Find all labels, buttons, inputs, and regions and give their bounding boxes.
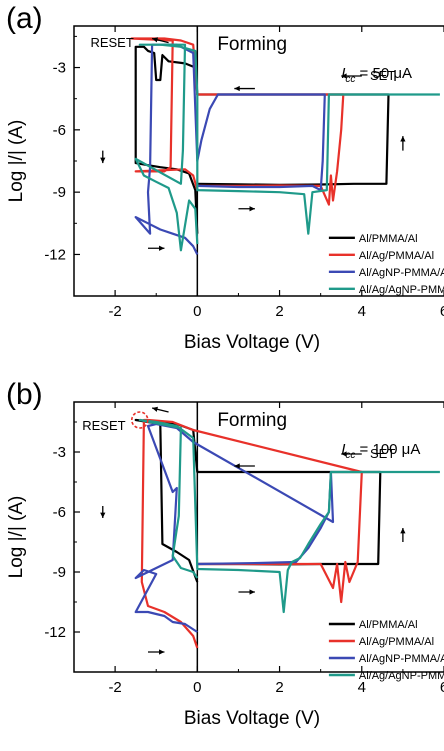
arrow-left-icon-head <box>234 85 240 92</box>
x-tick-label: 2 <box>275 679 283 696</box>
y-tick-label: -12 <box>44 246 66 263</box>
y-axis-label: Log |/| (A) <box>6 120 27 203</box>
set-annotation: SET <box>370 446 395 461</box>
arrow-up-icon-head <box>400 136 406 142</box>
legend-label: Al/AgNP-PMMA/Al <box>359 653 444 665</box>
y-tick-label: -6 <box>53 122 66 139</box>
y-tick-label: -3 <box>53 60 66 77</box>
legend-label: Al/PMMA/Al <box>359 233 418 245</box>
legend-label: Al/Ag/AgNP-PMMA/Al <box>359 284 444 296</box>
chart-panel-b: (b) -2 0 2 4 6 -3 -6 -9 -12 Bias Voltage (V) Log |… <box>0 376 444 751</box>
set-annotation: SET <box>370 68 395 83</box>
x-tick-label: 0 <box>193 303 201 320</box>
arrow-right-icon-head <box>159 245 165 251</box>
panel-label-a: (a) <box>6 2 43 35</box>
chart-b-svg: -2 0 2 4 6 -3 -6 -9 -12 Bias Voltage (V) Log |/| (… <box>6 401 444 729</box>
x-tick-label: 0 <box>193 679 201 696</box>
x-tick-label: -2 <box>108 303 121 320</box>
legend-label: Al/Ag/AgNP-PMMA/Al <box>359 670 444 682</box>
x-tick-label: -2 <box>108 679 121 696</box>
y-tick-label: -12 <box>44 624 66 641</box>
series-line-3 <box>134 43 326 255</box>
y-axis-label: Log |/| (A) <box>6 496 27 579</box>
reset-annotation: RESET <box>90 35 133 50</box>
y-tick-label: -6 <box>53 504 66 521</box>
series-line-2 <box>130 37 345 206</box>
arrow-right-icon-head <box>249 206 255 212</box>
legend-label: Al/Ag/PMMA/Al <box>359 636 434 648</box>
x-tick-label: 2 <box>275 303 283 320</box>
x-tick-label: 6 <box>440 679 444 696</box>
compliance-label: Icc = 50 μA <box>341 65 412 85</box>
plot-frame-b <box>73 401 444 673</box>
arrow-up-icon-head <box>400 528 406 534</box>
arrow-left-icon-head <box>152 406 158 412</box>
arrow-left-icon-head <box>341 451 347 457</box>
chart-title: Forming <box>217 410 287 431</box>
y-tick-label: -9 <box>53 184 66 201</box>
compliance-label: Icc = 100 μA <box>341 441 420 461</box>
series-line-4 <box>138 418 440 614</box>
reset-marker-circle <box>130 411 149 429</box>
series-line-1 <box>134 45 390 234</box>
chart-title: Forming <box>217 34 287 55</box>
legend-label: Al/PMMA/Al <box>359 619 418 631</box>
y-tick-label: -9 <box>53 564 66 581</box>
y-tick-label: -3 <box>53 444 66 461</box>
chart-panel-a: (a) -2 0 2 4 6 -3 -6 -9 -12 Bias Voltage (V) Log |… <box>0 0 444 375</box>
series-line-2 <box>140 418 363 649</box>
arrow-down-icon-head <box>100 157 106 164</box>
legend-label: Al/Ag/PMMA/Al <box>359 250 434 262</box>
legend-label: Al/AgNP-PMMA/Al <box>359 267 444 279</box>
arrow-left-icon-head <box>152 37 158 43</box>
panel-label-b: (b) <box>6 378 43 411</box>
chart-a-svg: -2 0 2 4 6 -3 -6 -9 -12 Bias Voltage (V) Log |/| (… <box>6 25 444 353</box>
series-line-3 <box>134 422 335 633</box>
x-tick-label: 4 <box>358 679 366 696</box>
x-axis-label: Bias Voltage (V) <box>184 332 320 353</box>
reset-annotation: RESET <box>82 418 125 433</box>
arrow-right-icon-head <box>249 589 255 595</box>
arrow-left-icon-head <box>234 463 240 469</box>
arrow-down-icon-head <box>100 512 106 518</box>
arrow-right-icon-head <box>159 649 165 655</box>
x-tick-label: 4 <box>358 303 366 320</box>
series-line-4 <box>134 43 440 252</box>
arrow-left-icon-head <box>341 73 347 79</box>
x-axis-label: Bias Voltage (V) <box>184 708 320 729</box>
x-tick-label: 6 <box>440 303 444 320</box>
